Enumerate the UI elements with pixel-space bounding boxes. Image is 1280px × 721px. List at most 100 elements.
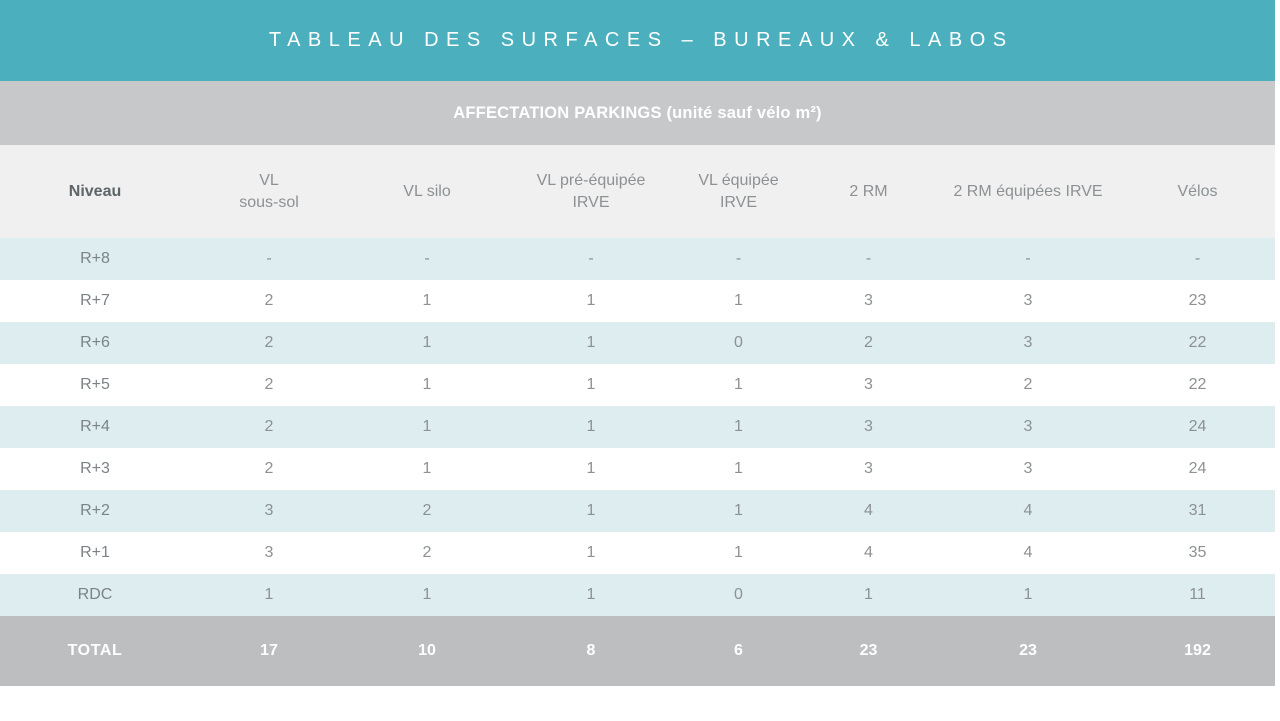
table-row: R+8 - - - - - - -	[0, 238, 1275, 280]
table-row: R+2 3 2 1 1 4 4 31	[0, 490, 1275, 532]
cell-2rm: 2	[864, 334, 873, 351]
cell-velos: 24	[1188, 418, 1207, 435]
table-row: R+7 2 1 1 1 3 3 23	[0, 280, 1275, 322]
section-subtitle-bar: AFFECTATION PARKINGS (unité sauf vélo m²…	[0, 81, 1275, 145]
cell-vl-silo: 2	[422, 502, 432, 519]
cell-velos: 22	[1188, 334, 1207, 351]
cell-vl-pre-equipee-irve: -	[588, 250, 594, 267]
cell-2rm: 3	[864, 376, 873, 393]
column-header-2rm: 2 RM	[801, 145, 936, 238]
column-header-velos-line1: Vélos	[1177, 182, 1218, 200]
cell-level: R+4	[80, 418, 110, 435]
total-row: TOTAL 17 10 8 6 23 23 192	[0, 616, 1275, 686]
column-header-2rm-equipees-irve: 2 RM équipées IRVE	[936, 145, 1120, 238]
total-label: TOTAL	[67, 642, 123, 659]
cell-velos: -	[1194, 250, 1201, 267]
cell-velos: 22	[1188, 376, 1207, 393]
cell-level: R+8	[80, 250, 110, 267]
cell-2rm-equipees-irve: 4	[1023, 544, 1033, 561]
cell-vl-sous-sol: 3	[264, 544, 274, 561]
cell-vl-sous-sol: 1	[264, 586, 274, 603]
cell-vl-silo: 1	[422, 586, 432, 603]
cell-vl-equipee-irve: 1	[734, 376, 743, 393]
cell-vl-silo: 1	[422, 376, 432, 393]
section-subtitle: AFFECTATION PARKINGS (unité sauf vélo m²…	[453, 103, 822, 122]
cell-2rm: 3	[864, 418, 873, 435]
cell-2rm: 3	[864, 460, 873, 477]
cell-vl-equipee-irve: -	[735, 250, 742, 267]
table-row: R+3 2 1 1 1 3 3 24	[0, 448, 1275, 490]
cell-2rm-equipees-irve: 4	[1023, 502, 1033, 519]
cell-vl-pre-equipee-irve: 1	[586, 292, 596, 309]
cell-level: RDC	[77, 586, 113, 603]
cell-vl-equipee-irve: 1	[734, 418, 743, 435]
cell-vl-pre-equipee-irve: 1	[586, 460, 596, 477]
cell-2rm: 4	[864, 544, 873, 561]
cell-2rm-equipees-irve: 3	[1023, 292, 1033, 309]
column-header-vl-sous-sol-line1: VL	[259, 172, 279, 190]
cell-velos: 31	[1188, 502, 1207, 519]
column-header-vl-equipee-line2: IRVE	[719, 193, 758, 211]
cell-vl-sous-sol: 2	[264, 292, 274, 309]
cell-vl-pre-equipee-irve: 1	[586, 334, 596, 351]
column-header-2rm-equipees-line1: 2 RM équipées IRVE	[953, 182, 1103, 200]
cell-2rm: 3	[864, 292, 873, 309]
parkings-table: Niveau VL sous-sol VL silo VL pré-équipé…	[0, 145, 1275, 686]
cell-2rm-equipees-irve: 3	[1023, 334, 1033, 351]
cell-vl-silo: 1	[422, 460, 432, 477]
cell-velos: 24	[1188, 460, 1207, 477]
column-header-velos: Vélos	[1120, 145, 1275, 238]
page-title-bar: TABLEAU DES SURFACES – BUREAUX & LABOS	[0, 0, 1275, 81]
cell-vl-pre-equipee-irve: 1	[586, 502, 596, 519]
total-vl-equipee-irve: 6	[734, 642, 743, 659]
table-row: R+4 2 1 1 1 3 3 24	[0, 406, 1275, 448]
column-header-vl-pre-equipee-irve: VL pré-équipée IRVE	[506, 145, 676, 238]
cell-velos: 35	[1188, 544, 1207, 561]
table-row: R+6 2 1 1 0 2 3 22	[0, 322, 1275, 364]
cell-vl-silo: 1	[422, 334, 432, 351]
cell-vl-equipee-irve: 1	[734, 502, 743, 519]
total-vl-silo: 10	[418, 642, 436, 659]
cell-vl-pre-equipee-irve: 1	[586, 376, 596, 393]
cell-2rm: 4	[864, 502, 873, 519]
cell-2rm-equipees-irve: 3	[1023, 418, 1033, 435]
cell-level: R+2	[80, 502, 110, 519]
column-header-vl-pre-equipee-line1: VL pré-équipée	[536, 172, 646, 190]
cell-2rm-equipees-irve: 2	[1023, 376, 1033, 393]
cell-vl-sous-sol: 2	[264, 376, 274, 393]
cell-vl-equipee-irve: 1	[734, 292, 743, 309]
total-2rm-equipees-irve: 23	[1019, 642, 1037, 659]
column-header-vl-equipee-line1: VL équipée	[698, 172, 779, 190]
cell-vl-equipee-irve: 1	[734, 460, 743, 477]
column-header-niveau-label: Niveau	[68, 182, 122, 200]
table-row: R+5 2 1 1 1 3 2 22	[0, 364, 1275, 406]
cell-2rm-equipees-irve: -	[1025, 250, 1031, 267]
cell-vl-pre-equipee-irve: 1	[586, 544, 596, 561]
total-vl-pre-equipee-irve: 8	[586, 642, 596, 659]
cell-vl-silo: -	[424, 250, 430, 267]
cell-vl-sous-sol: 2	[264, 460, 274, 477]
table-body: R+8 - - - - - - - R+7 2 1 1 1 3 3 2 3 R+6	[0, 238, 1275, 616]
column-header-vl-pre-equipee-line2: IRVE	[572, 193, 610, 211]
cell-level: R+5	[80, 376, 110, 393]
cell-level: R+7	[80, 292, 110, 309]
cell-2rm: -	[865, 250, 872, 267]
cell-2rm-equipees-irve: 1	[1023, 586, 1033, 603]
page-title: TABLEAU DES SURFACES – BUREAUX & LABOS	[268, 29, 1014, 51]
cell-vl-pre-equipee-irve: 1	[586, 586, 596, 603]
cell-vl-equipee-irve: 0	[734, 334, 743, 351]
cell-vl-equipee-irve: 0	[734, 586, 743, 603]
cell-2rm: 1	[864, 586, 873, 603]
cell-vl-sous-sol: 2	[264, 334, 274, 351]
total-vl-sous-sol: 17	[260, 642, 278, 659]
cell-vl-silo: 2	[422, 544, 432, 561]
column-header-vl-sous-sol: VL sous-sol	[190, 145, 348, 238]
column-header-row: Niveau VL sous-sol VL silo VL pré-équipé…	[0, 145, 1275, 238]
column-header-vl-silo: VL silo	[348, 145, 506, 238]
cell-vl-equipee-irve: 1	[734, 544, 743, 561]
column-header-vl-silo-line1: VL silo	[403, 182, 451, 200]
cell-vl-pre-equipee-irve: 1	[586, 418, 596, 435]
total-velos: 192	[1184, 642, 1211, 659]
cell-level: R+6	[80, 334, 110, 351]
